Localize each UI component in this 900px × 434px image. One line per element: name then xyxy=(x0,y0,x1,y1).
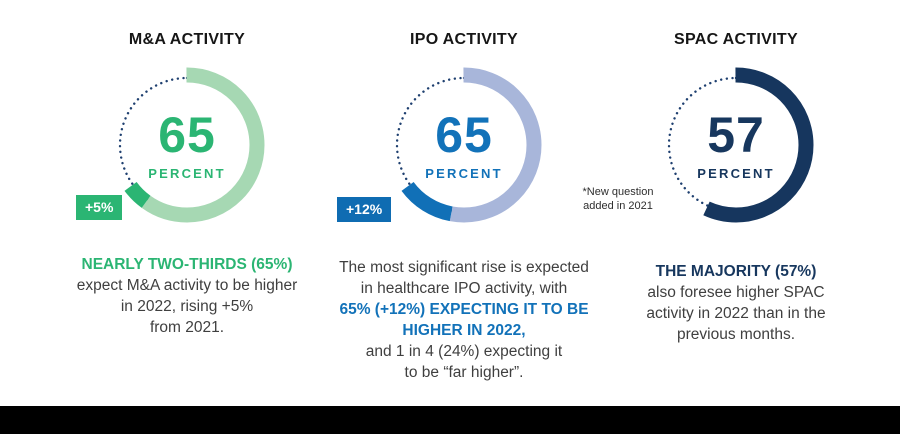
chart-description: NEARLY TWO-THIRDS (65%) expect M&A activ… xyxy=(37,254,337,338)
donut-svg xyxy=(386,67,542,223)
chart-title: IPO ACTIVITY xyxy=(410,31,518,48)
description-line: THE MAJORITY (57%) xyxy=(655,263,817,280)
footer-bar xyxy=(0,406,900,434)
ma-donut-chart: 65 PERCENT xyxy=(102,60,272,230)
description-line: 65% (+12%) EXPECTING IT TO BE xyxy=(339,301,589,318)
description-line: activity in 2022 than in the xyxy=(646,305,826,322)
description-line: HIGHER IN 2022, xyxy=(402,322,526,339)
ipo-activity-section: IPO ACTIVITY 65 PERCENT +12% The most si… xyxy=(314,0,614,406)
description-line: in 2022, rising +5% xyxy=(120,298,254,315)
description-line: to be “far higher”. xyxy=(404,364,524,381)
footnote-line: *New question xyxy=(582,186,654,198)
donut-svg xyxy=(109,67,265,223)
ipo-donut-chart: 65 PERCENT xyxy=(379,60,549,230)
chart-title: SPAC ACTIVITY xyxy=(674,31,798,48)
spac-activity-section: SPAC ACTIVITY 57 PERCENT *New question a… xyxy=(583,0,886,406)
ma-activity-section: M&A ACTIVITY 65 PERCENT +5% NEARLY TWO-T… xyxy=(37,0,337,406)
delta-badge: +12% xyxy=(337,197,392,222)
chart-description: THE MAJORITY (57%) also foresee higher S… xyxy=(586,261,886,345)
spac-donut-chart: 57 PERCENT xyxy=(651,60,821,230)
description-line: and 1 in 4 (24%) expecting it xyxy=(365,343,563,360)
description-line: previous months. xyxy=(676,326,796,343)
description-line: NEARLY TWO-THIRDS (65%) xyxy=(81,256,293,273)
chart-title: M&A ACTIVITY xyxy=(128,31,246,48)
description-line: in healthcare IPO activity, with xyxy=(360,280,568,297)
baseline-arc xyxy=(109,67,265,223)
description-line: also foresee higher SPAC xyxy=(647,284,825,301)
baseline-arc xyxy=(386,67,542,223)
chart-description: The most significant rise is expected in… xyxy=(314,257,614,383)
description-line: The most significant rise is expected xyxy=(339,259,589,276)
footnote-line: added in 2021 xyxy=(583,199,653,212)
description-line: from 2021. xyxy=(149,319,225,336)
delta-badge: +5% xyxy=(76,195,123,220)
footnote: *New question added in 2021 xyxy=(582,186,654,213)
value-arc xyxy=(658,67,814,223)
description-line: expect M&A activity to be higher xyxy=(76,277,298,294)
donut-svg xyxy=(658,67,814,223)
